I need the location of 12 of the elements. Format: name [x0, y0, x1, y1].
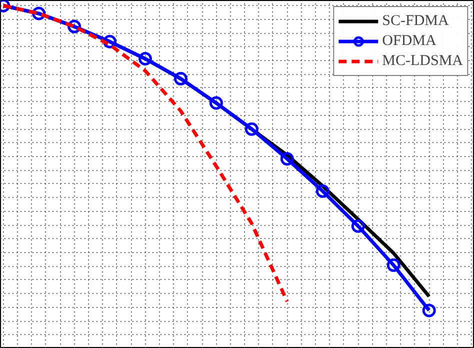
- point: [316, 184, 330, 198]
- point: [209, 96, 223, 110]
- point: [351, 219, 365, 233]
- legend-label: SC-FDMA: [382, 12, 449, 30]
- point: [174, 72, 188, 86]
- point: [386, 258, 400, 272]
- point: [280, 152, 294, 166]
- point: [138, 52, 152, 66]
- legend-label: MC-LDSMA: [382, 52, 463, 70]
- point: [244, 122, 258, 136]
- point: [422, 304, 436, 318]
- legend-label: OFDMA: [382, 32, 436, 50]
